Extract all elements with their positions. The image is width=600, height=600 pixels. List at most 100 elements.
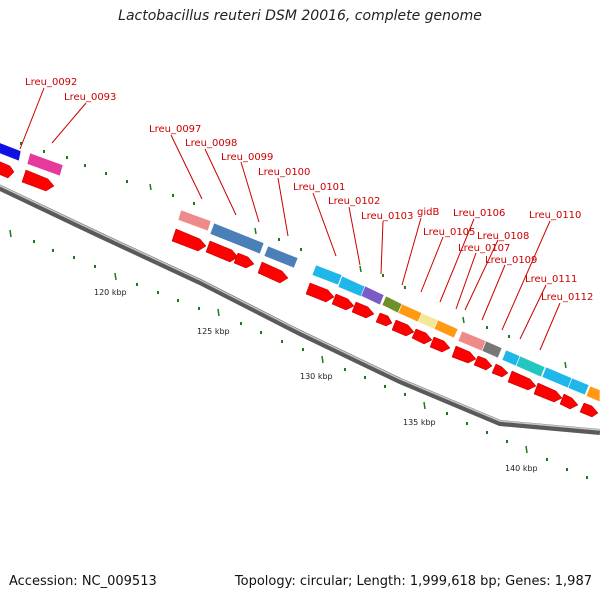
tick-dot (278, 238, 280, 241)
kbp-label: 120 kbp (94, 288, 127, 297)
tick-dot (586, 476, 588, 479)
gene-label: Lreu_0108 (477, 231, 529, 242)
gene-label: Lreu_0105 (423, 227, 475, 238)
tick-dot (20, 142, 22, 145)
tick-dot (94, 265, 96, 268)
tick-dot (344, 368, 346, 371)
kbp-label: 130 kbp (300, 372, 333, 381)
tick-dot (105, 172, 107, 175)
tick-mark (9, 229, 12, 238)
strand-arrow-track (0, 161, 599, 418)
leader-line (204, 148, 237, 216)
tick-dot (546, 458, 548, 461)
gene-label: Lreu_0107 (458, 243, 510, 254)
leader-line (277, 177, 289, 237)
tick-dot (364, 376, 366, 379)
tick-dot (260, 331, 262, 334)
accession-label: Accession: NC_009513 (9, 574, 157, 589)
tick-dot (52, 249, 54, 252)
gene-label: Lreu_0102 (328, 196, 380, 207)
strand-arrow (233, 252, 255, 269)
tick-dot (486, 431, 488, 434)
tick-dot (384, 385, 386, 388)
leader-line (539, 302, 561, 351)
gene-box-lreu-0111 (541, 366, 573, 389)
tick-mark (321, 355, 324, 364)
strand-arrow (451, 345, 477, 364)
tick-dot (84, 164, 86, 167)
tick-dot (198, 307, 200, 310)
tick-dot (486, 326, 488, 329)
gene-label: Lreu_0112 (541, 292, 593, 303)
tick-dot (466, 422, 468, 425)
strand-arrow (305, 282, 335, 303)
strand-arrow (171, 228, 207, 252)
gene-label: Lreu_0106 (453, 208, 505, 219)
tick-mark (525, 445, 528, 454)
gene-label: Lreu_0100 (258, 167, 310, 178)
strand-arrow (411, 328, 433, 345)
tick-dot (136, 283, 138, 286)
strand-arrow (391, 319, 415, 337)
strand-arrow (559, 393, 579, 410)
tick-mark (149, 183, 152, 191)
tick-dot (172, 194, 174, 197)
tick-dot (300, 248, 302, 251)
tick-mark (423, 401, 426, 410)
gene-label: Lreu_0099 (221, 152, 273, 163)
tick-dot (446, 412, 448, 415)
tick-marks (9, 183, 567, 454)
leader-line (481, 264, 506, 321)
gene-label: Lreu_0103 (361, 211, 413, 222)
tick-mark (254, 227, 257, 235)
tick-dot (193, 202, 195, 205)
strand-arrow (21, 169, 55, 192)
gene-box-lreu-0098 (209, 222, 265, 255)
tick-mark (114, 272, 117, 281)
tick-dots (20, 142, 588, 479)
gene-box-lreu-0113 (585, 385, 600, 403)
tick-dot (508, 335, 510, 338)
gene-box-lreu-0108 (457, 330, 487, 352)
gene-label: Lreu_0093 (64, 92, 116, 103)
leader-line (501, 220, 551, 331)
tick-dot (126, 180, 128, 183)
gene-box-lreu-0112 (567, 377, 590, 396)
leader-line (464, 239, 499, 311)
strand-arrow (351, 301, 375, 319)
tick-dot (281, 340, 283, 343)
leader-line (380, 220, 384, 275)
tick-dot (73, 256, 75, 259)
gene-label: gidB (417, 207, 439, 218)
gene-box-lreu-0110b (515, 355, 546, 378)
tick-mark (564, 361, 567, 369)
gene-box-lreu-0091 (0, 142, 22, 162)
label-leader-lines (19, 87, 561, 351)
strand-arrow (473, 355, 493, 371)
tick-dot (382, 274, 384, 277)
strand-arrow (0, 161, 15, 179)
leader-line (240, 161, 260, 223)
tick-dot (566, 468, 568, 471)
tick-dot (66, 156, 68, 159)
gene-box-lreu-0097 (177, 209, 212, 232)
kbp-label: 140 kbp (505, 464, 538, 473)
leader-line (420, 236, 444, 293)
cog-gene-track (0, 142, 600, 403)
strand-arrow (429, 336, 451, 353)
leader-line (439, 218, 475, 303)
sequence-backbone (0, 184, 600, 435)
gene-label: Lreu_0098 (185, 138, 237, 149)
strand-arrow (579, 402, 599, 418)
tick-dot (404, 286, 406, 289)
tick-mark (359, 265, 362, 273)
gene-box-lreu-0102 (337, 275, 367, 298)
leader-line (401, 217, 422, 286)
gene-label: Lreu_0110 (529, 210, 581, 221)
strand-arrow (257, 261, 289, 284)
kbp-label: 135 kbp (403, 418, 436, 427)
leader-line (51, 102, 87, 144)
leader-line (170, 134, 203, 200)
tick-mark (217, 308, 220, 317)
